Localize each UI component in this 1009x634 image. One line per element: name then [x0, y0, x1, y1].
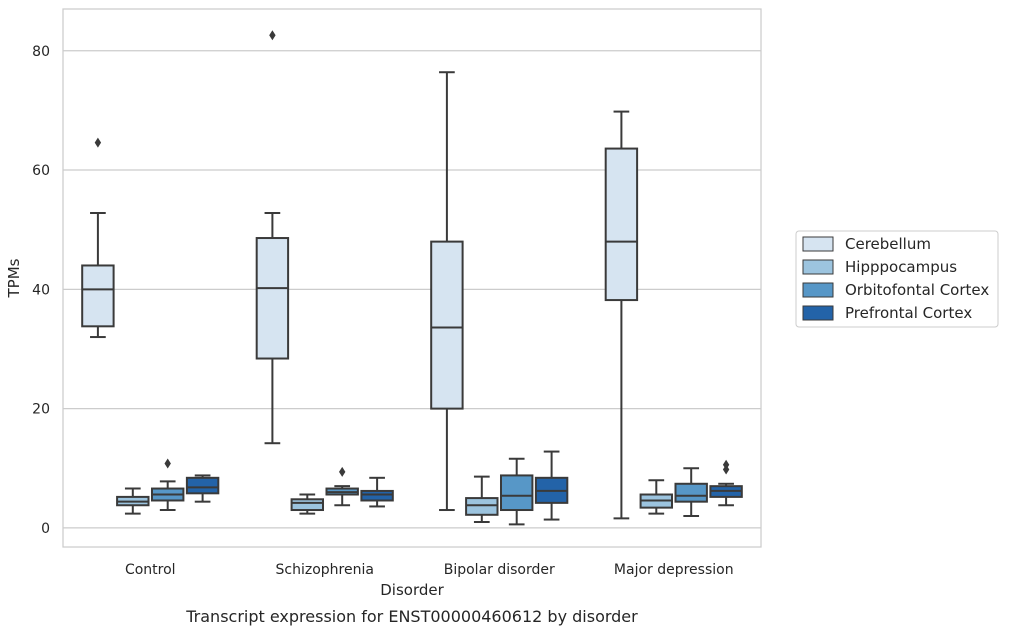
- boxes: [81, 30, 743, 526]
- legend-frame: [795, 230, 999, 328]
- box-iqr: [81, 264, 115, 328]
- x-tick-label: Bipolar disorder: [444, 562, 555, 578]
- box-iqr: [430, 240, 464, 410]
- legend-label-orbitofrontal: Orbitofontal Cortex: [845, 281, 989, 299]
- legend-label-cerebellum: Cerebellum: [845, 235, 931, 253]
- x-axis-label: Disorder: [380, 581, 444, 599]
- box-orbitofontal-cortex: [150, 458, 185, 512]
- legend: Cerebellum Hipppocampus Orbitofontal Cor…: [795, 230, 999, 328]
- legend-swatch-cerebellum: [802, 236, 834, 252]
- box-iqr: [604, 147, 639, 302]
- box-orbitofontal-cortex: [674, 467, 708, 517]
- box-iqr: [499, 474, 534, 512]
- box-hipppocampus: [116, 487, 150, 515]
- x-tick-label: Major depression: [614, 562, 734, 578]
- box-hipppocampus: [639, 479, 674, 515]
- y-tick-label-40: 40: [32, 282, 50, 298]
- outlier-point: [722, 459, 730, 470]
- box-cerebellum: [81, 137, 115, 339]
- box-cerebellum: [255, 30, 290, 445]
- box-iqr: [290, 498, 325, 512]
- box-prefrontal-cortex: [360, 476, 394, 508]
- plot-area: [62, 8, 762, 548]
- box-iqr: [255, 237, 290, 360]
- y-tick-label-60: 60: [32, 163, 50, 179]
- x-axis-ticks: Control Schizophrenia Bipolar disorder Majo…: [125, 562, 734, 578]
- chart-caption: Transcript expression for ENST0000046061…: [185, 607, 638, 626]
- box-hipppocampus: [465, 475, 499, 523]
- outlier-point: [94, 137, 102, 148]
- outlier-point: [339, 466, 346, 477]
- legend-swatch-prefrontal: [802, 305, 834, 321]
- x-tick-label: Schizophrenia: [276, 562, 374, 578]
- legend-swatch-orbitofrontal: [802, 282, 834, 298]
- outlier-point: [164, 458, 171, 469]
- legend-swatch-hippocampus: [802, 259, 834, 275]
- box-hipppocampus: [290, 493, 325, 515]
- legend-label-prefrontal: Prefrontal Cortex: [845, 304, 972, 322]
- box-iqr: [674, 482, 708, 503]
- y-tick-label-80: 80: [32, 44, 50, 60]
- y-axis-label: TPMs: [5, 258, 23, 298]
- legend-label-hippocampus: Hipppocampus: [845, 258, 957, 276]
- y-tick-label-20: 20: [32, 402, 50, 418]
- gridlines: [63, 50, 761, 529]
- y-tick-label-0: 0: [41, 521, 50, 537]
- y-axis-ticks: 0 20 40 60 80: [32, 44, 50, 537]
- box-iqr: [465, 497, 499, 516]
- box-cerebellum: [604, 110, 639, 520]
- box-orbitofontal-cortex: [325, 466, 359, 507]
- box-prefrontal-cortex: [534, 450, 569, 521]
- box-prefrontal-cortex: [185, 474, 220, 503]
- box-orbitofontal-cortex: [499, 457, 534, 526]
- box-iqr: [185, 476, 220, 495]
- box-prefrontal-cortex: [709, 459, 743, 507]
- outlier-point: [269, 30, 276, 41]
- x-tick-label: Control: [125, 562, 176, 578]
- box-cerebellum: [430, 71, 464, 512]
- box-iqr: [360, 489, 394, 502]
